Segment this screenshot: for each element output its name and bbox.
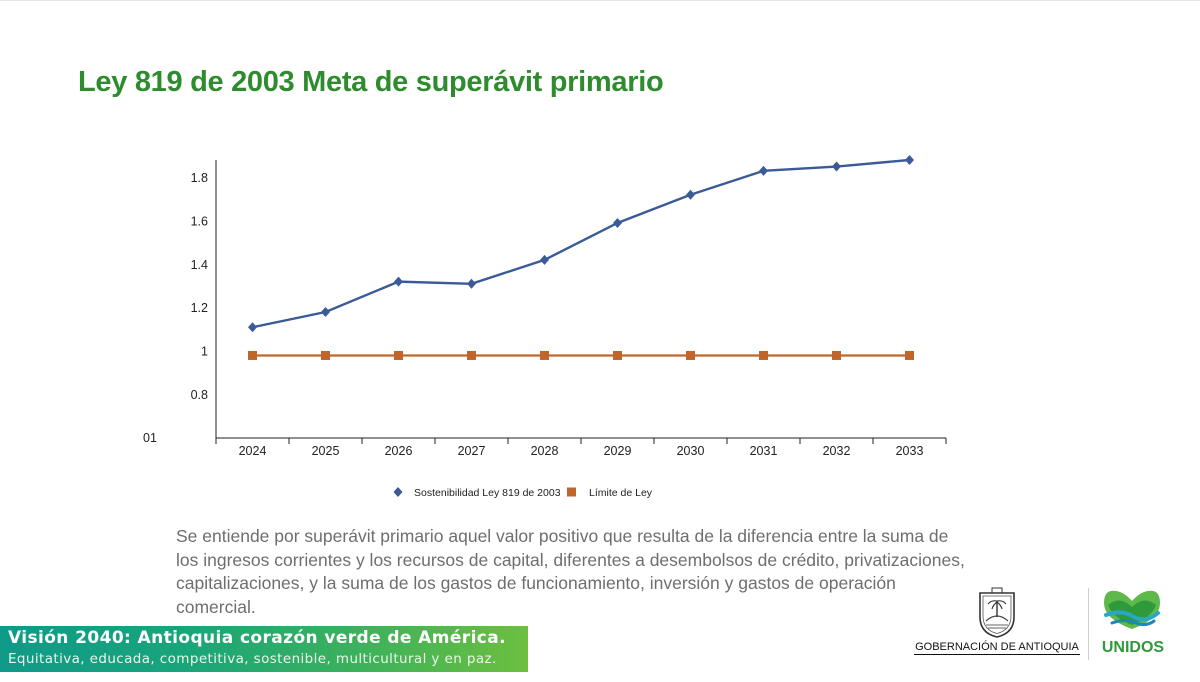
definition-paragraph: Se entiende por superávit primario aquel… <box>176 526 965 617</box>
coat-of-arms-icon <box>979 587 1015 638</box>
x-tick-label: 2025 <box>312 444 340 458</box>
series-line-1 <box>252 158 910 329</box>
data-point-diamond <box>613 217 622 228</box>
vision-banner: Visión 2040: Antioquia corazón verde de … <box>0 626 528 672</box>
legend-marker-square <box>567 487 576 497</box>
logo-divider <box>1088 588 1089 660</box>
banner-subtitle: Equitativa, educada, competitiva, sosten… <box>8 651 497 667</box>
data-point-square <box>321 350 330 360</box>
x-tick-label: 2029 <box>604 444 632 458</box>
data-point-diamond <box>321 307 330 318</box>
x-tick-label: 2031 <box>750 444 778 458</box>
line-chart: 2024 2025 2026 2027 2028 2029 2030 2031 2032 2033… <box>143 155 947 499</box>
data-point-square <box>905 350 914 360</box>
top-border <box>0 0 1200 1</box>
data-point-diamond <box>832 161 841 172</box>
x-tick-label: 2033 <box>896 444 924 458</box>
x-tick-label: 2032 <box>823 444 851 458</box>
x-tick-label: 2024 <box>239 444 267 458</box>
x-tick-label: 2030 <box>677 444 705 458</box>
data-point-square <box>686 350 695 360</box>
unidos-mountain-icon <box>1104 590 1160 629</box>
data-point-square <box>248 350 257 360</box>
slide-title: Ley 819 de 2003 Meta de superávit primar… <box>78 66 664 98</box>
y-tick-label: 0.8 <box>191 388 208 402</box>
data-point-square <box>613 350 622 360</box>
data-point-diamond <box>540 254 549 265</box>
data-point-diamond <box>759 165 768 176</box>
x-tick-label: 2028 <box>531 444 559 458</box>
unidos-logo: UNIDOS <box>1096 585 1170 661</box>
legend-marker-diamond <box>393 487 403 497</box>
data-point-diamond <box>394 276 403 287</box>
y-cut-label: 01 <box>143 431 157 445</box>
y-tick-label: 1.8 <box>191 171 208 185</box>
x-tick-label: 2027 <box>458 444 486 458</box>
unidos-wordmark: UNIDOS <box>1101 639 1165 656</box>
data-point-diamond <box>686 189 695 200</box>
data-point-diamond <box>248 322 257 333</box>
data-point-square <box>540 350 549 360</box>
legend-label-2: Límite de Ley <box>589 487 653 499</box>
y-tick-label: 1.4 <box>191 258 208 272</box>
gobernacion-logo: GOBERNACIÓN DE ANTIOQUIA <box>910 585 1082 661</box>
y-tick-label: 1.6 <box>191 214 208 228</box>
y-tick-label: 1.2 <box>191 301 208 315</box>
data-point-square <box>759 350 768 360</box>
data-point-diamond <box>905 155 914 165</box>
gobernacion-name: GOBERNACIÓN DE ANTIOQUIA <box>914 641 1080 655</box>
y-tick-label: 1 <box>201 345 208 359</box>
data-point-square <box>467 350 476 360</box>
banner-title: Visión 2040: Antioquia corazón verde de … <box>8 628 506 648</box>
legend-label-1: Sostenibilidad Ley 819 de 2003 <box>414 487 561 499</box>
data-point-diamond <box>467 278 476 289</box>
data-point-square <box>832 350 841 360</box>
data-point-square <box>394 350 403 360</box>
x-tick-label: 2026 <box>385 444 413 458</box>
